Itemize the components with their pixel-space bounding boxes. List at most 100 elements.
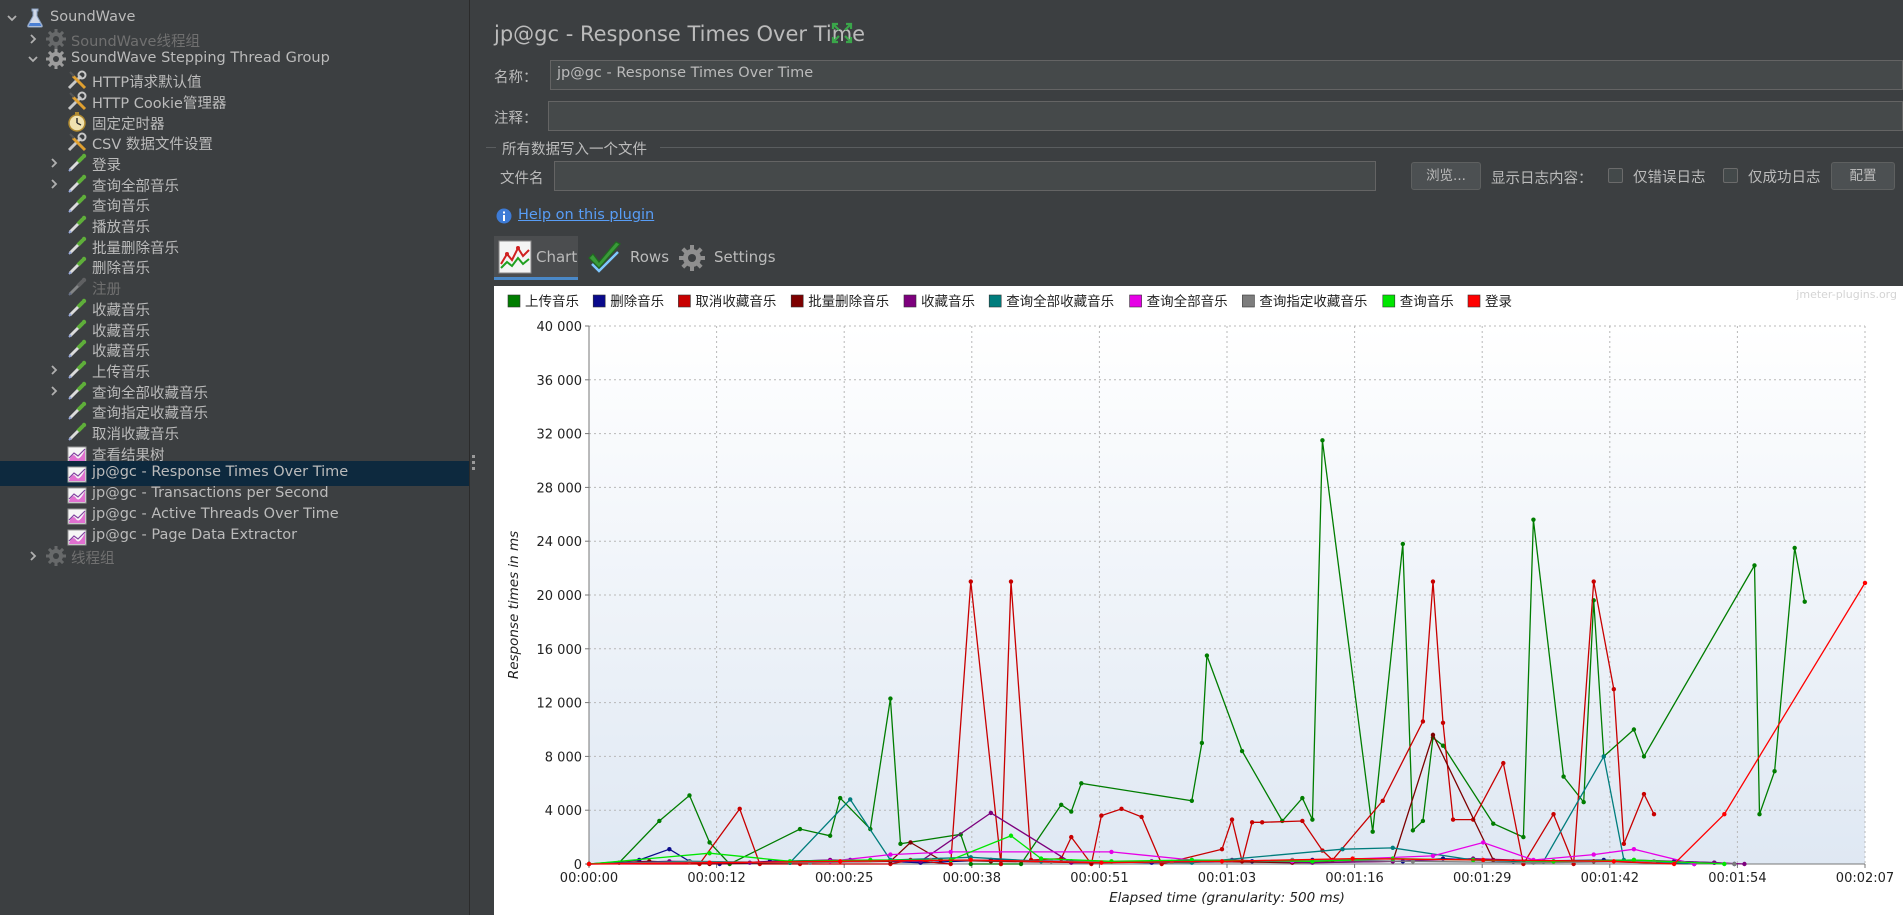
tree-item-label: 收藏音乐 [92,323,150,340]
tree-item[interactable]: 收藏音乐 [0,296,469,321]
tree-item[interactable]: 查询音乐 [0,192,469,217]
tree-item[interactable]: jp@gc - Transactions per Second [0,482,469,507]
data-point [968,579,973,584]
y-tick-label: 32 000 [537,428,583,443]
tab-rows-label: Rows [630,248,670,266]
maximize-icon[interactable] [831,22,853,44]
tree-item[interactable]: 线程组 [0,544,469,569]
y-tick-label: 0 [574,858,582,873]
tree-item[interactable]: 注册 [0,275,469,300]
expand-arrow-right-icon[interactable] [48,157,60,169]
data-point [657,818,662,824]
data-point [948,861,953,867]
tree-item-label: SoundWave Stepping Thread Group [71,50,330,67]
data-point [1621,841,1627,847]
data-point [1481,840,1486,845]
legend-swatch [678,294,691,308]
tree-item[interactable]: 播放音乐 [0,213,469,238]
tree-item-label: SoundWave线程组 [71,33,200,50]
errors-only-checkbox[interactable] [1608,168,1623,183]
expand-arrow-right-icon[interactable] [48,385,60,397]
legend-swatch [507,294,521,308]
x-tick-label: 00:01:29 [1453,871,1511,886]
data-point [1350,856,1355,861]
name-label: 名称： [494,70,538,86]
legend-entry: 上传音乐 [525,293,579,310]
data-point [1239,748,1245,754]
success-only-checkbox[interactable] [1723,168,1738,183]
configure-button[interactable]: 配置 [1831,162,1895,190]
tree-item[interactable]: jp@gc - Active Threads Over Time [0,503,469,528]
expand-arrow-right-icon[interactable] [27,550,39,562]
y-tick-label: 24 000 [537,535,583,550]
tree-item[interactable]: 查看结果树 [0,441,469,466]
success-only-label: 仅成功日志 [1748,170,1821,186]
tree-item[interactable]: jp@gc - Response Times Over Time [0,461,469,487]
data-point [1430,579,1436,584]
splitter-handle[interactable] [472,455,475,473]
data-point [1259,820,1265,825]
expand-arrow-down-icon[interactable] [6,12,18,24]
tree-item[interactable]: SoundWave [0,6,469,31]
tree-item[interactable]: 查询指定收藏音乐 [0,399,469,424]
data-point [1410,859,1416,864]
tree-item[interactable]: HTTP Cookie管理器 [0,89,469,114]
tree-item[interactable]: SoundWave线程组 [0,27,469,52]
y-tick-label: 28 000 [537,481,583,496]
help-link[interactable]: Help on this plugin [518,207,655,223]
data-point [837,859,843,864]
tab-settings[interactable]: Settings [678,236,776,280]
wrench-icon [66,90,88,112]
tree-item[interactable]: 删除音乐 [0,254,469,279]
browse-button[interactable]: 浏览... [1411,162,1481,190]
tree-item[interactable]: SoundWave Stepping Thread Group [0,47,469,72]
data-point [1340,847,1345,852]
legend-swatch [1242,294,1255,308]
data-point [837,795,843,801]
legend-entry: 查询音乐 [1400,293,1454,310]
tree-item[interactable]: 取消收藏音乐 [0,420,469,445]
tree-item[interactable]: 登录 [0,151,469,176]
expand-arrow-down-icon[interactable] [27,53,39,65]
data-point [1481,857,1486,863]
tab-chart[interactable]: Chart [494,236,578,280]
data-point [1440,743,1446,748]
expand-arrow-right-icon[interactable] [48,364,60,376]
filename-field[interactable] [554,161,1376,191]
tab-rows[interactable]: Rows [586,236,670,280]
tree-item[interactable]: jp@gc - Page Data Extractor [0,524,469,549]
tree-item[interactable]: 查询全部音乐 [0,172,469,197]
name-field[interactable]: jp@gc - Response Times Over Time [550,60,1903,90]
pipette-icon [66,400,88,422]
data-point [1802,599,1807,604]
tree-item-label: 取消收藏音乐 [92,427,179,443]
tree-item[interactable]: 上传音乐 [0,358,469,383]
pipette-icon [66,214,88,236]
expand-arrow-right-icon[interactable] [27,33,39,45]
data-point [1310,859,1315,864]
data-point [1199,740,1205,746]
legend-entry: 查询指定收藏音乐 [1259,293,1367,310]
tree-item[interactable]: 查询全部收藏音乐 [0,379,469,404]
data-point [1581,799,1586,805]
tree-item[interactable]: 批量删除音乐 [0,234,469,259]
errors-only-label: 仅错误日志 [1633,170,1706,186]
y-tick-label: 40 000 [537,320,583,335]
tree-item[interactable]: 收藏音乐 [0,317,469,342]
tree-item[interactable]: 收藏音乐 [0,337,469,362]
data-point [707,840,712,845]
expand-arrow-right-icon[interactable] [48,178,60,190]
comment-field[interactable] [548,101,1903,131]
tree-item[interactable]: CSV 数据文件设置 [0,130,469,155]
test-plan-tree[interactable]: SoundWave SoundWave线程组 SoundWave Stepping … [0,0,469,915]
data-point [1641,754,1647,759]
data-point [968,861,973,867]
x-tick-label: 00:00:12 [687,871,745,886]
tree-item-label: 收藏音乐 [92,344,150,361]
pipette-icon [66,173,88,195]
data-point [1099,813,1104,818]
data-point [1069,809,1074,814]
tree-item[interactable]: HTTP请求默认值 [0,68,469,93]
tree-item[interactable]: 固定定时器 [0,110,469,135]
data-point [1611,859,1617,864]
